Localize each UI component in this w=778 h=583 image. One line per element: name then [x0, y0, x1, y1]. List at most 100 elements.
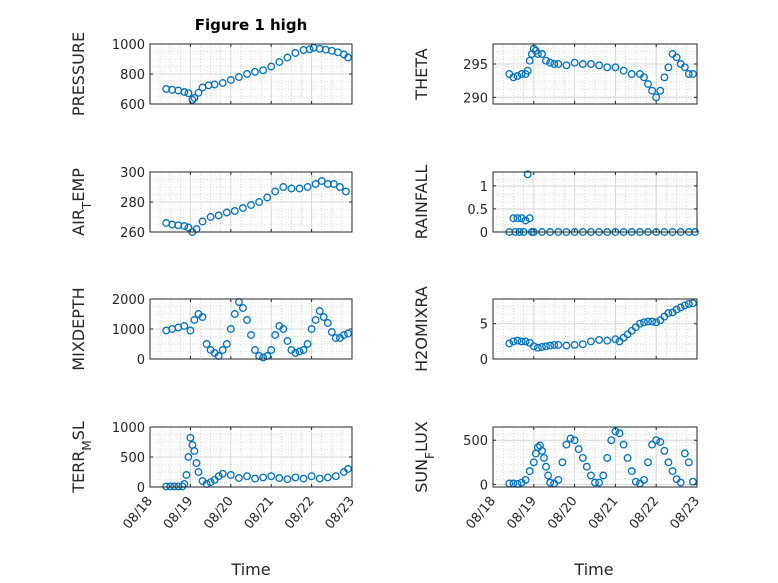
- y-tick-label: 5: [480, 318, 488, 333]
- data-point: [582, 462, 591, 471]
- y-tick-label: 300: [120, 166, 145, 181]
- data-point: [329, 180, 338, 188]
- y-tick-label: 1000: [112, 38, 145, 53]
- data-point: [611, 335, 620, 344]
- data-point: [295, 184, 304, 193]
- data-point: [226, 471, 235, 479]
- x-tick-label: 08/20: [545, 494, 581, 532]
- data-point: [566, 434, 575, 443]
- x-tick-label: 08/23: [322, 494, 358, 532]
- data-point: [315, 474, 324, 483]
- data-point: [243, 316, 251, 324]
- data-point: [554, 60, 563, 68]
- data-point: [335, 183, 344, 191]
- data-point: [656, 86, 665, 95]
- data-point: [190, 316, 199, 324]
- data-point: [521, 216, 530, 225]
- data-point: [521, 337, 530, 346]
- data-point: [586, 471, 595, 480]
- data-point: [505, 339, 514, 348]
- data-point: [544, 471, 553, 480]
- data-point: [299, 346, 308, 354]
- data-point: [190, 94, 199, 102]
- data-point: [190, 447, 199, 455]
- data-point: [640, 318, 648, 327]
- data-point: [311, 180, 320, 188]
- data-point: [664, 309, 673, 318]
- data-point: [166, 482, 175, 491]
- y-tick-label: 260: [120, 226, 145, 241]
- data-point: [513, 336, 522, 345]
- data-point: [656, 438, 665, 446]
- data-point: [341, 187, 350, 196]
- data-point: [538, 50, 546, 58]
- data-point: [513, 72, 522, 80]
- data-point: [558, 458, 567, 467]
- data-point: [644, 458, 652, 467]
- data-point: [542, 342, 550, 351]
- data-point: [279, 183, 288, 191]
- data-point: [660, 446, 669, 455]
- y-tick-label: 2000: [112, 293, 145, 308]
- axes-box: [492, 171, 698, 233]
- data-point: [525, 214, 534, 223]
- data-point: [210, 80, 219, 89]
- data-point: [533, 50, 542, 58]
- x-tick-label: 08/20: [201, 494, 237, 532]
- data-point: [192, 459, 201, 467]
- data-point: [570, 436, 579, 445]
- data-point: [591, 478, 599, 487]
- data-point: [640, 475, 648, 484]
- data-point: [521, 475, 530, 484]
- data-point: [198, 217, 207, 226]
- data-point: [303, 340, 312, 348]
- data-point: [323, 473, 332, 482]
- x-tick-label: 08/19: [504, 494, 540, 532]
- data-point: [660, 73, 669, 82]
- data-point: [222, 208, 231, 217]
- data-point: [513, 214, 522, 223]
- data-point: [238, 304, 247, 312]
- data-point: [640, 73, 648, 82]
- data-point: [550, 60, 559, 68]
- data-point: [595, 478, 604, 487]
- data-point: [186, 326, 195, 335]
- data-point: [619, 440, 628, 449]
- data-point: [206, 213, 215, 221]
- data-point: [263, 352, 272, 360]
- data-point: [538, 446, 546, 455]
- data-point: [295, 347, 304, 356]
- y-axis-label-5: H2OMIXRA: [412, 286, 431, 372]
- data-point: [307, 325, 316, 333]
- data-point: [648, 317, 657, 326]
- data-point: [271, 331, 280, 339]
- data-point: [676, 303, 685, 312]
- data-point: [234, 474, 243, 482]
- data-point: [607, 436, 616, 445]
- data-point: [595, 61, 604, 70]
- data-point: [529, 342, 538, 351]
- data-point: [162, 482, 171, 491]
- data-point: [574, 445, 583, 454]
- data-point: [586, 60, 595, 68]
- y-tick-label: 1000: [112, 421, 145, 436]
- data-point: [238, 204, 247, 212]
- data-point: [688, 70, 697, 78]
- x-axis-label-left: Time: [230, 560, 270, 579]
- data-point: [311, 316, 320, 324]
- data-point: [218, 79, 227, 87]
- data-point: [619, 66, 628, 75]
- data-point: [344, 465, 352, 473]
- data-point: [287, 184, 296, 193]
- data-point: [599, 471, 608, 480]
- data-point: [603, 336, 612, 345]
- data-point: [562, 341, 571, 350]
- y-axis-label-2: AIRTEMP: [69, 168, 94, 236]
- data-point: [684, 299, 693, 308]
- data-point: [271, 187, 280, 196]
- data-point: [509, 214, 518, 223]
- data-point: [529, 458, 538, 467]
- data-point: [525, 467, 534, 476]
- data-point: [317, 177, 326, 185]
